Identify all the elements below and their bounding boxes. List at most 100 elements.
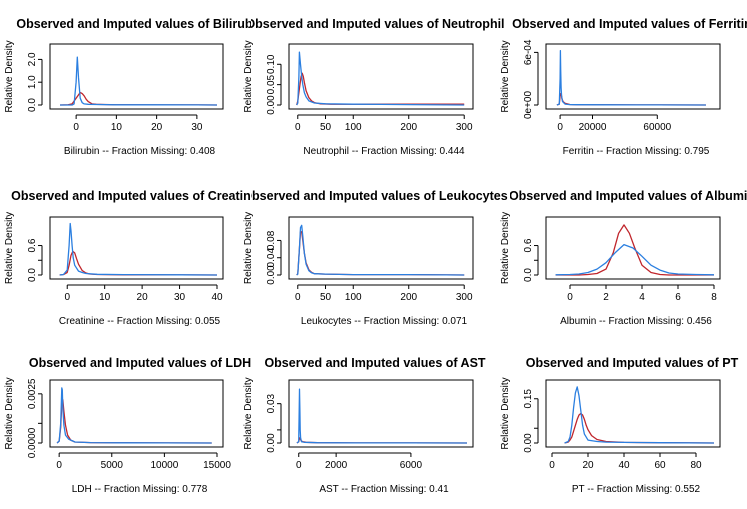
- x-tick-label: 20: [151, 122, 163, 133]
- panel-7: Observed and Imputed values of LDH 0 5000 1…: [4, 356, 251, 495]
- imputed-density-line: [56, 399, 212, 444]
- y-tick-label: 0.15: [523, 389, 534, 409]
- observed-density-line: [296, 388, 467, 444]
- imputed-density-line: [296, 231, 465, 276]
- observed-density-line: [556, 49, 706, 106]
- observed-density-line: [555, 243, 714, 276]
- panel-title: Observed and Imputed values of PT: [526, 356, 739, 370]
- x-tick-label: 20: [582, 460, 594, 471]
- x-tick-label: 10: [111, 122, 123, 133]
- panel-2: Observed and Imputed values of Neutrophi…: [243, 17, 505, 157]
- x-tick-label: 8: [711, 292, 717, 303]
- x-tick-label: 0: [56, 460, 62, 471]
- imputed-density-line: [296, 72, 465, 106]
- y-tick-label: 0.0000: [27, 427, 38, 458]
- x-tick-label: 200: [400, 292, 417, 303]
- plot-frame: [49, 216, 224, 280]
- x-axis-label: Albumin -- Fraction Missing: 0.456: [560, 316, 712, 327]
- x-tick-label: 20000: [579, 122, 607, 133]
- x-axis-label: LDH -- Fraction Missing: 0.778: [72, 484, 208, 495]
- panel-title: Observed and Imputed values of Neutrophi…: [245, 17, 504, 31]
- x-axis-label: Creatinine -- Fraction Missing: 0.055: [59, 316, 221, 327]
- x-axis-label: Ferritin -- Fraction Missing: 0.795: [563, 146, 710, 157]
- imputed-density-line: [59, 250, 217, 276]
- x-tick-label: 10000: [150, 460, 178, 471]
- x-tick-label: 2000: [325, 460, 348, 471]
- x-tick-label: 200: [400, 122, 417, 133]
- x-tick-label: 40: [211, 292, 223, 303]
- y-axis-label: Relative Density: [4, 212, 15, 284]
- x-tick-label: 0: [567, 292, 573, 303]
- y-axis-label: Relative Density: [243, 40, 254, 112]
- y-tick-label: 0.0: [27, 98, 38, 112]
- y-axis-label: Relative Density: [4, 40, 15, 112]
- x-tick-label: 300: [456, 122, 473, 133]
- x-tick-label: 2: [603, 292, 609, 303]
- plot-area: [564, 386, 714, 444]
- x-tick-label: 50: [320, 122, 332, 133]
- panel-title: Observed and Imputed values of Creatinin…: [11, 189, 269, 203]
- y-tick-label: 0.10: [266, 54, 277, 74]
- observed-density-line: [296, 51, 465, 106]
- x-tick-label: 0: [557, 122, 563, 133]
- x-tick-label: 4: [639, 292, 645, 303]
- x-tick-label: 0: [295, 122, 301, 133]
- x-tick-label: 30: [174, 292, 186, 303]
- y-tick-label: 0e+00: [523, 91, 534, 120]
- y-tick-label: 1.0: [27, 75, 38, 89]
- panel-title: Observed and Imputed values of Ferritin: [512, 17, 747, 31]
- imputed-density-line: [555, 224, 714, 276]
- x-tick-label: 40: [618, 460, 630, 471]
- y-tick-label: 0.6: [523, 238, 534, 252]
- panel-title: Observed and Imputed values of Bilirubin: [16, 17, 263, 31]
- y-axis-label: Relative Density: [243, 377, 254, 449]
- plot-area: [56, 387, 212, 444]
- panel-4: Observed and Imputed values of Creatinin…: [4, 189, 269, 327]
- x-tick-label: 300: [456, 292, 473, 303]
- plot-area: [296, 388, 467, 444]
- panel-1: Observed and Imputed values of Bilirubin…: [4, 17, 263, 157]
- observed-density-line: [564, 386, 714, 444]
- y-axis-label: Relative Density: [500, 212, 511, 284]
- y-tick-label: 0.00: [266, 433, 277, 453]
- plot-frame: [545, 379, 721, 448]
- x-tick-label: 0: [73, 122, 79, 133]
- x-axis-label: Neutrophil -- Fraction Missing: 0.444: [303, 146, 465, 157]
- panel-title: Observed and Imputed values of Albumin: [509, 189, 747, 203]
- panel-title: Observed and Imputed values of LDH: [29, 356, 251, 370]
- x-axis-label: PT -- Fraction Missing: 0.552: [572, 484, 701, 495]
- y-tick-label: 0.05: [266, 74, 277, 94]
- observed-density-line: [59, 222, 217, 276]
- x-tick-label: 30: [191, 122, 203, 133]
- x-axis-label: Leukocytes -- Fraction Missing: 0.071: [301, 316, 468, 327]
- x-tick-label: 0: [296, 460, 302, 471]
- plot-frame: [288, 216, 474, 280]
- x-tick-label: 60000: [643, 122, 671, 133]
- x-axis-label: Bilirubin -- Fraction Missing: 0.408: [64, 146, 216, 157]
- y-tick-label: 0.0: [523, 268, 534, 282]
- y-axis-label: Relative Density: [4, 377, 15, 449]
- y-tick-label: 0.00: [523, 433, 534, 453]
- y-tick-label: 0.00: [266, 95, 277, 115]
- plot-frame: [288, 379, 474, 448]
- x-tick-label: 100: [345, 292, 362, 303]
- y-tick-label: 0.6: [27, 238, 38, 252]
- observed-density-line: [56, 387, 212, 444]
- x-tick-label: 10: [99, 292, 111, 303]
- panel-3: Observed and Imputed values of Ferritin 0…: [500, 17, 747, 157]
- plot-frame: [545, 216, 721, 280]
- y-tick-label: 0.00: [266, 265, 277, 285]
- x-tick-label: 50: [320, 292, 332, 303]
- plot-area: [296, 224, 465, 276]
- y-tick-label: 6e-04: [523, 39, 534, 65]
- plot-area: [555, 224, 714, 276]
- y-axis-label: Relative Density: [243, 212, 254, 284]
- plot-frame: [545, 43, 721, 110]
- observed-density-line: [296, 224, 465, 276]
- plot-frame: [288, 43, 474, 110]
- y-tick-label: 0.03: [266, 393, 277, 413]
- panel-8: Observed and Imputed values of AST 0 2000 6…: [243, 356, 486, 495]
- x-tick-label: 0: [549, 460, 555, 471]
- y-tick-label: 0.0025: [27, 378, 38, 409]
